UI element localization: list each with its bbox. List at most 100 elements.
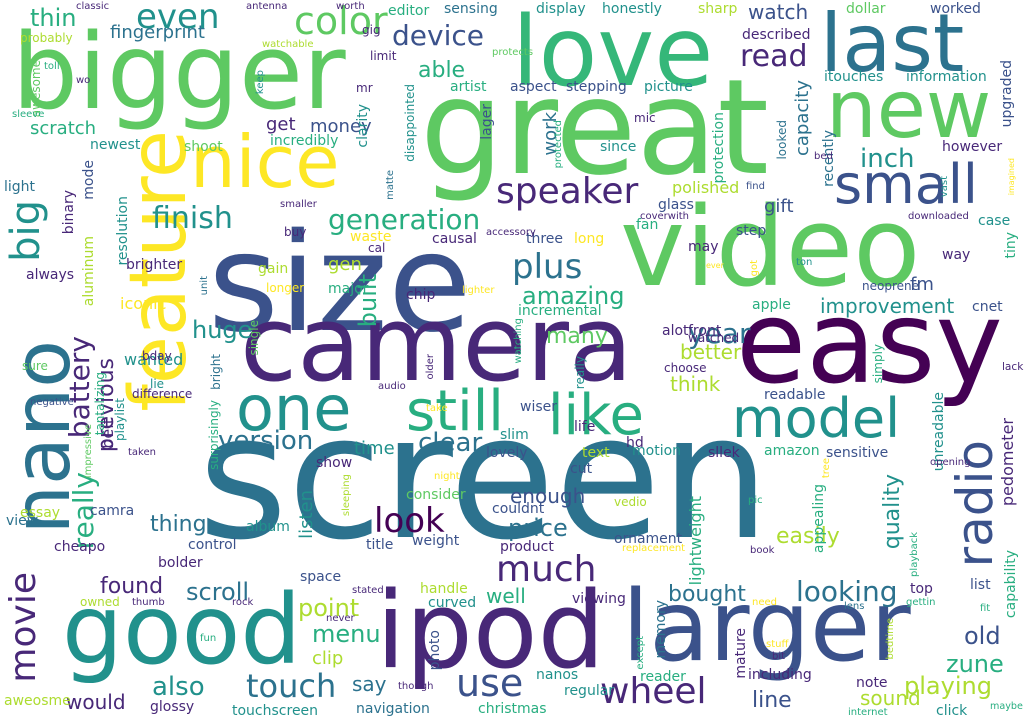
cloud-word: listen <box>296 490 317 539</box>
cloud-word: neoprene <box>862 279 919 293</box>
cloud-word: easily <box>776 524 840 549</box>
cloud-word: however <box>942 139 1003 155</box>
cloud-word: wo <box>76 75 91 86</box>
cloud-word: stepping <box>566 79 627 95</box>
cloud-word: hd <box>626 435 644 451</box>
cloud-word: pedometer <box>998 418 1017 507</box>
cloud-word: negative <box>30 397 74 408</box>
cloud-word: chip <box>406 287 436 303</box>
cloud-word: even <box>136 0 220 37</box>
cloud-word: device <box>392 19 484 52</box>
cloud-word: sound <box>860 686 921 710</box>
cloud-word: internet <box>848 707 888 718</box>
cloud-word: gift <box>764 196 794 217</box>
cloud-word: watched <box>688 331 740 345</box>
cloud-word: mic <box>634 111 656 125</box>
cloud-word: one <box>236 372 352 445</box>
cloud-word: including <box>748 667 812 683</box>
cloud-word: small <box>834 153 978 216</box>
cloud-word: bed <box>814 151 833 162</box>
cloud-word: aweosme <box>4 693 71 709</box>
cloud-word: speaker <box>496 171 639 212</box>
cloud-word: zune <box>946 650 1004 678</box>
cloud-word: major <box>328 281 369 297</box>
cloud-word: movie <box>3 572 44 683</box>
cloud-word: antenna <box>246 1 288 12</box>
cloud-word: inch <box>860 144 915 174</box>
cloud-word: top <box>910 581 933 597</box>
cloud-word: say <box>352 672 387 696</box>
cloud-word: sharp <box>698 1 738 17</box>
cloud-word: single <box>247 320 261 356</box>
cloud-word: wanted <box>124 350 184 369</box>
cloud-word: causal <box>432 231 477 247</box>
cloud-word: video <box>620 183 921 311</box>
cloud-word: fm <box>910 274 934 295</box>
cloud-word: handle <box>420 581 468 597</box>
cloud-word: album <box>246 519 290 535</box>
cloud-word: touch <box>246 667 337 705</box>
cloud-word: pic <box>748 495 763 506</box>
cloud-word: three <box>526 231 564 247</box>
cloud-word: sensing <box>444 1 498 17</box>
cloud-word: view <box>6 513 39 529</box>
cloud-word: worth <box>336 1 365 12</box>
cloud-word: way <box>942 247 971 263</box>
cloud-word: essay <box>20 505 61 521</box>
cloud-word: alot <box>662 323 689 339</box>
cloud-word: big <box>3 200 49 262</box>
cloud-word: polished <box>672 178 740 197</box>
cloud-word: old <box>964 622 1001 650</box>
cloud-word: bright <box>209 354 223 390</box>
cloud-word: longer <box>266 281 305 295</box>
cloud-word: nanos <box>536 667 579 683</box>
cloud-word: camra <box>90 503 135 519</box>
cloud-word: itouches <box>824 69 884 85</box>
cloud-word: watching <box>513 318 524 364</box>
cloud-word: weight <box>412 533 460 549</box>
cloud-word: protection <box>711 112 727 184</box>
cloud-word: mr <box>356 81 373 95</box>
cloud-word: product <box>500 539 554 555</box>
cloud-word: ton <box>796 257 813 268</box>
cloud-word: reader <box>640 669 686 685</box>
cloud-word: looking <box>796 575 898 608</box>
cloud-word: new <box>826 63 992 156</box>
cloud-word: got <box>749 260 760 277</box>
cloud-word: clear <box>418 428 483 458</box>
cloud-word: older <box>425 354 436 380</box>
cloud-word: cut <box>570 461 593 477</box>
cloud-word: wiser <box>520 399 558 415</box>
cloud-word: gen <box>328 254 362 275</box>
cloud-word: able <box>418 58 466 83</box>
cloud-word: generation <box>328 203 481 236</box>
cloud-word: waste <box>350 229 392 245</box>
cloud-word: camera <box>240 283 633 405</box>
cloud-word: like <box>548 383 645 448</box>
cloud-word: bedtime <box>885 618 896 660</box>
cloud-word: photo <box>427 630 443 671</box>
cloud-word: honestly <box>602 1 662 17</box>
cloud-word: information <box>906 69 987 85</box>
cloud-word: lager <box>479 104 495 140</box>
cloud-word: sllek <box>708 445 740 461</box>
cloud-word: fingerprint <box>110 22 205 43</box>
cloud-word: readable <box>764 387 826 403</box>
cloud-word: ever <box>706 261 724 270</box>
cloud-word: vast <box>939 176 950 198</box>
cloud-word: choose <box>664 361 707 375</box>
cloud-word: list <box>970 577 991 593</box>
cloud-word: good <box>62 574 302 686</box>
cloud-word: glass <box>658 197 694 213</box>
cloud-word: couldnt <box>492 501 545 517</box>
cloud-word: watchable <box>262 39 314 50</box>
cloud-word: motion <box>632 443 682 459</box>
cloud-word: would <box>66 690 126 714</box>
cloud-word: last <box>820 0 965 90</box>
cloud-word: find <box>746 181 765 192</box>
cloud-word: editor <box>388 3 430 19</box>
cloud-word: navigation <box>356 701 430 717</box>
cloud-word: playlist <box>113 398 127 442</box>
cloud-word: really <box>573 356 587 390</box>
